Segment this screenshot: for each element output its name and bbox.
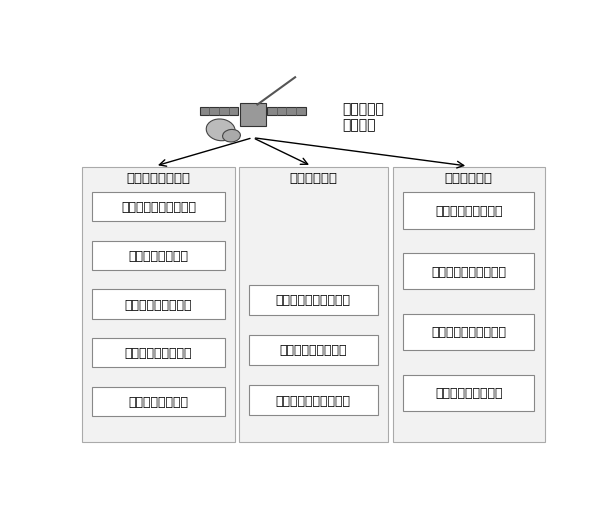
Bar (81, 168, 235, 442)
Text: 数据采集协议子模型: 数据采集协议子模型 (435, 205, 502, 218)
Text: 系统级遥测参数子模型: 系统级遥测参数子模型 (276, 394, 351, 407)
Bar (393, 168, 545, 442)
Text: 下行遥测数据包子模型: 下行遥测数据包子模型 (431, 265, 506, 278)
Bar (92, 241, 225, 271)
Bar (403, 254, 534, 290)
Text: 遥测包头结构子模型: 遥测包头结构子模型 (125, 298, 192, 311)
Bar (240, 104, 266, 127)
Text: 硬通道遥测参数子模型: 硬通道遥测参数子模型 (276, 293, 351, 307)
Bar (92, 387, 225, 416)
Text: 系统集成模型: 系统集成模型 (444, 172, 492, 185)
Text: 航天器拓扑配置子模型: 航天器拓扑配置子模型 (121, 201, 196, 214)
Bar (249, 335, 378, 365)
Bar (92, 290, 225, 319)
Bar (249, 285, 378, 315)
Text: 遥测传输帧子模型: 遥测传输帧子模型 (128, 249, 188, 263)
Text: 总线遥测参数子模型: 总线遥测参数子模型 (280, 344, 347, 357)
Text: 虚拟信道传输子模型: 虚拟信道传输子模型 (435, 386, 502, 399)
Bar (199, 108, 238, 116)
Bar (92, 338, 225, 368)
Bar (403, 193, 534, 229)
Bar (403, 375, 534, 411)
Ellipse shape (206, 120, 235, 141)
Text: 数据系统体制模型: 数据系统体制模型 (126, 172, 190, 185)
Bar (403, 314, 534, 350)
Bar (267, 108, 306, 116)
Text: 遥测数据包调度子模型: 遥测数据包调度子模型 (431, 326, 506, 339)
Text: 虚拟信道规划子模型: 虚拟信道规划子模型 (125, 346, 192, 360)
Ellipse shape (223, 130, 240, 143)
Bar (238, 168, 388, 442)
Text: 航天器遥测
设计模型: 航天器遥测 设计模型 (342, 102, 384, 132)
Text: 详细设计模型: 详细设计模型 (289, 172, 337, 185)
Bar (249, 385, 378, 416)
Bar (92, 193, 225, 222)
Text: 数据包规划子模型: 数据包规划子模型 (128, 395, 188, 408)
